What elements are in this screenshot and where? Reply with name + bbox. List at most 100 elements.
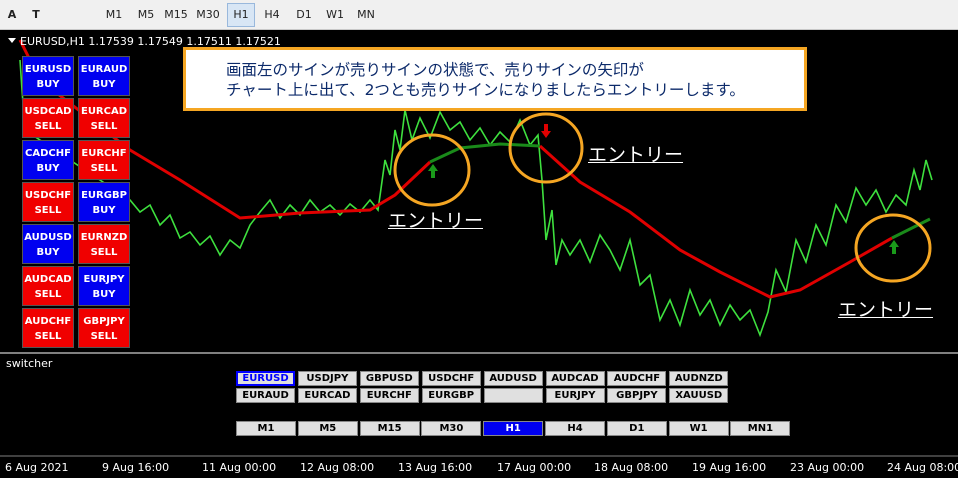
- entry-label: エントリー: [838, 299, 934, 321]
- signal-label: BUY: [92, 79, 116, 90]
- timeframe-button[interactable]: M30: [196, 8, 220, 21]
- toolbar: A T M1 M5 M15 M30 H1 H4 D1 W1 MN: [0, 0, 958, 30]
- price-line: [19, 59, 933, 338]
- signal-label: SELL: [34, 205, 62, 216]
- signal-button[interactable]: EURNZD SELL: [78, 224, 130, 264]
- signal-button[interactable]: AUDCAD SELL: [22, 266, 74, 306]
- switcher-title: switcher: [6, 357, 53, 370]
- pair-button[interactable]: GBPUSD: [359, 371, 419, 386]
- pair-button[interactable]: [483, 388, 543, 403]
- signal-label: SELL: [90, 121, 118, 132]
- timeframe-button[interactable]: M30: [421, 421, 482, 436]
- pair-label: AUDUSD: [24, 232, 72, 243]
- pair-label: USDCAD: [24, 106, 72, 117]
- signal-button[interactable]: CADCHF BUY: [22, 140, 74, 180]
- time-label: 23 Aug 00:00: [790, 461, 865, 474]
- highlight-circle: [854, 213, 932, 283]
- pair-button[interactable]: USDJPY: [297, 371, 357, 386]
- pair-label: AUDCHF: [24, 316, 72, 327]
- signal-label: SELL: [90, 247, 118, 258]
- timeframe-button[interactable]: H4: [545, 421, 605, 436]
- chart-header: EURUSD,H1 1.17539 1.17549 1.17511 1.1752…: [20, 35, 281, 48]
- pair-label: EURUSD: [24, 64, 72, 75]
- buy-arrow: [889, 240, 899, 254]
- time-label: 11 Aug 00:00: [202, 461, 277, 474]
- pair-button[interactable]: EURCAD: [297, 388, 357, 403]
- pair-button[interactable]: AUDCAD: [545, 371, 605, 386]
- pair-label: EURNZD: [80, 232, 128, 243]
- tool-icon[interactable]: A: [7, 8, 17, 21]
- signal-label: SELL: [34, 121, 62, 132]
- pair-label: EURCHF: [81, 148, 127, 159]
- signal-button[interactable]: AUDUSD BUY: [22, 224, 74, 264]
- signal-button[interactable]: EURJPY BUY: [78, 266, 130, 306]
- timeframe-button[interactable]: M5: [137, 8, 155, 21]
- signal-button[interactable]: EURAUD BUY: [78, 56, 130, 96]
- timeframe-button[interactable]: M1: [236, 421, 296, 436]
- timeframe-button[interactable]: MN1: [730, 421, 791, 436]
- time-label: 9 Aug 16:00: [102, 461, 170, 474]
- pair-label: AUDCAD: [24, 274, 72, 285]
- pair-button[interactable]: AUDUSD: [483, 371, 543, 386]
- time-label: 6 Aug 2021: [5, 461, 69, 474]
- pair-label: USDCHF: [24, 190, 72, 201]
- callout-line: チャート上に出て、2つとも売りサインになりましたらエントリーします。: [226, 81, 745, 99]
- signal-button[interactable]: AUDCHF SELL: [22, 308, 74, 348]
- signal-label: BUY: [92, 289, 116, 300]
- pair-label: CADCHF: [25, 148, 71, 159]
- tool-icon[interactable]: T: [32, 8, 40, 21]
- time-label: 17 Aug 00:00: [497, 461, 572, 474]
- signal-label: SELL: [90, 163, 118, 174]
- entry-label: エントリー: [388, 210, 484, 232]
- signal-label: SELL: [90, 331, 118, 342]
- timeframe-button[interactable]: M5: [297, 421, 358, 436]
- pair-button[interactable]: XAUUSD: [669, 388, 729, 403]
- signal-label: SELL: [34, 331, 62, 342]
- signal-button[interactable]: EURUSD BUY: [22, 56, 74, 96]
- sell-arrow: [541, 124, 551, 138]
- signal-label: BUY: [36, 79, 60, 90]
- entry-label: エントリー: [588, 144, 684, 166]
- signal-button[interactable]: USDCAD SELL: [22, 98, 74, 138]
- timeframe-button[interactable]: MN: [357, 8, 375, 21]
- ma-line-red: [538, 144, 893, 299]
- pair-button[interactable]: USDCHF: [421, 371, 481, 386]
- pair-button[interactable]: AUDCHF: [607, 371, 667, 386]
- timeframe-button[interactable]: H1: [227, 3, 255, 27]
- signal-button[interactable]: USDCHF SELL: [22, 182, 74, 222]
- timeframe-button[interactable]: D1: [606, 421, 667, 436]
- signal-button[interactable]: EURCHF SELL: [78, 140, 130, 180]
- timeframe-button[interactable]: W1: [326, 8, 344, 21]
- timeframe-button[interactable]: D1: [296, 8, 312, 21]
- timeframe-button[interactable]: H4: [264, 8, 280, 21]
- signal-button[interactable]: EURGBP BUY: [78, 182, 130, 222]
- highlight-circle: [508, 112, 584, 184]
- signal-label: BUY: [92, 205, 116, 216]
- pair-button[interactable]: EURGBP: [421, 388, 481, 403]
- highlight-circle: [393, 133, 471, 207]
- time-label: 24 Aug 08:00: [887, 461, 958, 474]
- pair-label: GBPJPY: [83, 316, 125, 327]
- pair-button[interactable]: GBPJPY: [607, 388, 667, 403]
- buy-arrow: [428, 164, 438, 178]
- pair-button[interactable]: EURCHF: [359, 388, 419, 403]
- callout: 画面左のサインが売りサインの状態で、売りサインの矢印が チャート上に出て、2つと…: [183, 47, 807, 111]
- timeframe-button[interactable]: M15: [359, 421, 420, 436]
- timeframe-button[interactable]: M1: [105, 8, 123, 21]
- timeframe-button[interactable]: M15: [164, 8, 188, 21]
- time-label: 13 Aug 16:00: [398, 461, 473, 474]
- signal-button[interactable]: EURCAD SELL: [78, 98, 130, 138]
- timeframe-button[interactable]: H1: [483, 421, 544, 436]
- menu-triangle: [8, 38, 16, 43]
- time-label: 12 Aug 08:00: [300, 461, 375, 474]
- time-label: 18 Aug 08:00: [594, 461, 669, 474]
- timeframe-button[interactable]: W1: [668, 421, 729, 436]
- signal-button[interactable]: GBPJPY SELL: [78, 308, 130, 348]
- pair-button[interactable]: AUDNZD: [669, 371, 729, 386]
- pair-button[interactable]: EURAUD: [236, 388, 295, 403]
- callout-line: 画面左のサインが売りサインの状態で、売りサインの矢印が: [226, 61, 644, 79]
- pair-button[interactable]: EURJPY: [545, 388, 605, 403]
- pair-label: EURJPY: [83, 274, 125, 285]
- pair-button[interactable]: EURUSD: [236, 371, 295, 386]
